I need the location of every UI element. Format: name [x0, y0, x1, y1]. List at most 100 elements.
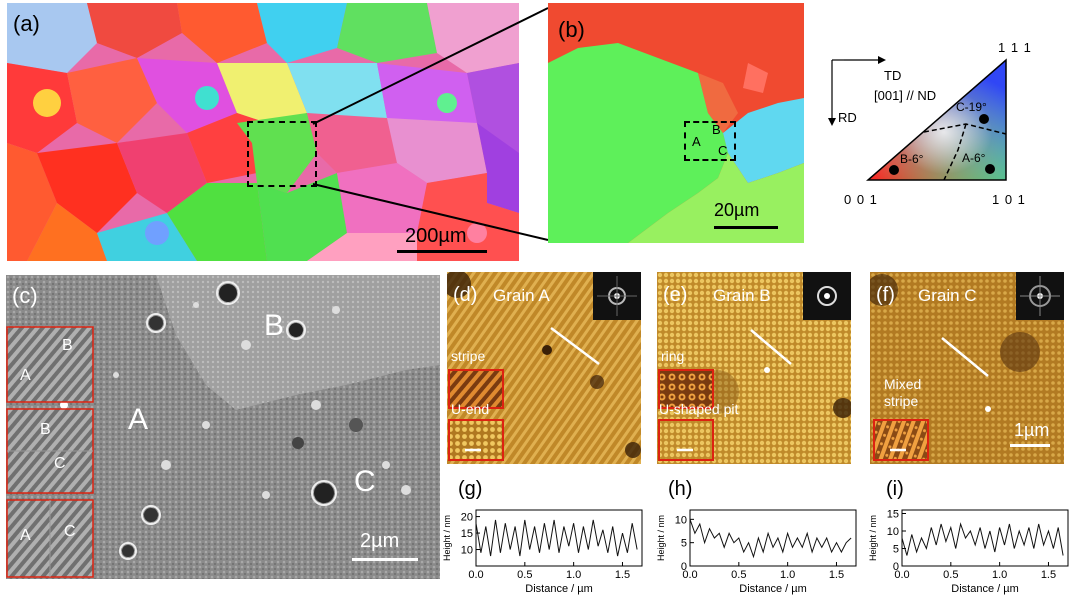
y-tick-label: 0: [893, 561, 899, 573]
panel-c-grain-b: B: [264, 309, 285, 342]
x-tick-label: 1.0: [780, 569, 795, 581]
panel-c-grain-c: C: [354, 465, 376, 498]
x-tick-label: 1.5: [1041, 569, 1056, 581]
panel-d-inset-top-label: stripe: [451, 348, 486, 364]
panel-b-zoom-box: [684, 121, 736, 161]
panel-f-scale-label: 1µm: [1014, 420, 1050, 440]
y-axis-label: Height / nm: [868, 515, 878, 561]
ipf-rd-label: RD: [838, 110, 857, 125]
panel-a-label: (a): [13, 11, 40, 36]
chart-i-label: (i): [886, 478, 904, 500]
x-tick-label: 0.0: [682, 569, 697, 581]
panel-c-scale-bar: [352, 558, 418, 561]
y-tick-label: 10: [887, 526, 899, 538]
panel-e-inset-top-label: ring: [661, 348, 685, 364]
x-axis-label: Distance / µm: [525, 583, 592, 595]
panel-c-sem-image: [6, 275, 440, 579]
chart-h-label: (h): [668, 478, 693, 500]
panel-a-scale-bar: [397, 250, 487, 253]
x-tick-label: 0.5: [731, 569, 746, 581]
y-tick-label: 5: [681, 538, 687, 550]
plot-frame: [901, 509, 1069, 567]
panel-c-label: (c): [12, 283, 38, 308]
chart-g: 0.0 0.5 1.0 1.5 10 15 20 Distance / µm Height / …: [442, 509, 643, 595]
ipf-corner-111: 1 1 1: [998, 40, 1032, 55]
panel-c-inset3-right: C: [64, 523, 76, 540]
ipf-corner-101: 1 0 1: [992, 192, 1026, 207]
panel-c-grain-a: A: [128, 403, 149, 436]
ipf-corner-001: 0 0 1: [844, 192, 878, 207]
x-tick-label: 1.0: [566, 569, 581, 581]
panel-d-inset-bottom-label: U-end: [451, 401, 490, 417]
panel-e-inset-pit: [658, 419, 714, 461]
panel-f: (f) Grain C Mixed stripe 1µm: [870, 272, 1064, 464]
chart-g-label: (g): [458, 478, 483, 500]
x-tick-label: 0.0: [468, 569, 483, 581]
panel-b-grain-a: A: [692, 134, 701, 149]
panel-b-grain-b: B: [712, 122, 721, 137]
panel-b-scale-label: 20µm: [714, 200, 760, 220]
y-tick-label: 15: [461, 528, 473, 540]
panel-a-scale-label: 200µm: [405, 225, 467, 247]
ipf-point-a-label: A-6°: [962, 151, 986, 165]
ipf-td-label: TD: [884, 68, 902, 83]
plot-frame: [689, 509, 857, 567]
height-profile-line: [901, 522, 1064, 556]
chart-i: 0.0 0.5 1.0 1.5 0 5 10 15 Distance / µm Height / …: [868, 509, 1069, 595]
y-axis-label: Height / nm: [442, 515, 452, 561]
panel-b-ebsd-map: [548, 3, 804, 243]
ipf-key-graphic: [828, 56, 1007, 181]
panel-b-scale-bar: [714, 226, 778, 229]
x-tick-label: 1.5: [829, 569, 844, 581]
panel-c-inset2-top: B: [40, 421, 51, 438]
panel-d-label: (d): [453, 284, 478, 306]
panel-e-afm-image: [657, 272, 851, 464]
panel-a-zoom-box: [247, 121, 317, 187]
panel-c-inset-1: [6, 326, 94, 403]
panel-e-inset-bottom-label: U-shaped pit: [659, 401, 739, 417]
y-tick-label: 20: [461, 512, 473, 524]
x-tick-label: 0.5: [517, 569, 532, 581]
y-tick-label: 10: [461, 545, 473, 557]
panel-f-scale-bar: [1010, 444, 1050, 447]
x-axis-label: Distance / µm: [739, 583, 806, 595]
height-profile-line: [689, 519, 852, 559]
x-tick-label: 1.5: [615, 569, 630, 581]
height-profile-line: [475, 519, 638, 557]
x-axis-label: Distance / µm: [951, 583, 1018, 595]
panel-d-afm-image: [447, 272, 641, 464]
ipf-normal-label: [001] // ND: [874, 88, 937, 103]
panel-b-label: (b): [558, 17, 585, 42]
x-tick-label: 0.0: [894, 569, 909, 581]
plot-frame: [475, 509, 643, 567]
panel-e-inset-ring: [658, 369, 714, 409]
panel-e-label: (e): [663, 284, 688, 306]
panel-f-inset-mixed: [873, 419, 929, 461]
y-tick-label: 5: [893, 544, 899, 556]
y-tick-label: 10: [675, 514, 687, 526]
panel-f-label: (f): [876, 284, 895, 306]
ipf-point-c: [979, 114, 989, 124]
panel-c-inset3-left: A: [20, 527, 31, 544]
panel-f-inset-text: Mixed stripe: [884, 376, 922, 409]
panel-c-inset1-bottom: A: [20, 367, 31, 384]
panel-f-title: Grain C: [918, 286, 977, 305]
ipf-point-c-label: C-19°: [956, 100, 987, 114]
panel-c-inset1-top: B: [62, 337, 73, 354]
y-axis-label: Height / nm: [656, 515, 666, 561]
x-tick-label: 1.0: [992, 569, 1007, 581]
panel-d: (d) Grain A stripe U-end: [447, 272, 641, 464]
panel-c-scale-label: 2µm: [360, 530, 400, 552]
panel-d-inset-uend: [448, 419, 504, 461]
panel-b-grain-c: C: [718, 143, 728, 158]
panel-b: (b) A B C 20µm: [548, 3, 804, 243]
panel-c-inset2-bottom: C: [54, 455, 66, 472]
panel-f-afm-image: [870, 272, 1064, 464]
ipf-key: TD [001] // ND RD 1 1 1 0 0 1 1 0 1 C-19…: [818, 30, 1068, 230]
y-tick-label: 15: [887, 509, 899, 521]
panel-d-inset-stripe: [448, 369, 504, 409]
y-tick-label: 0: [681, 561, 687, 573]
x-tick-label: 0.5: [943, 569, 958, 581]
panel-e: (e) Grain B ring U-shaped pit: [657, 272, 851, 464]
